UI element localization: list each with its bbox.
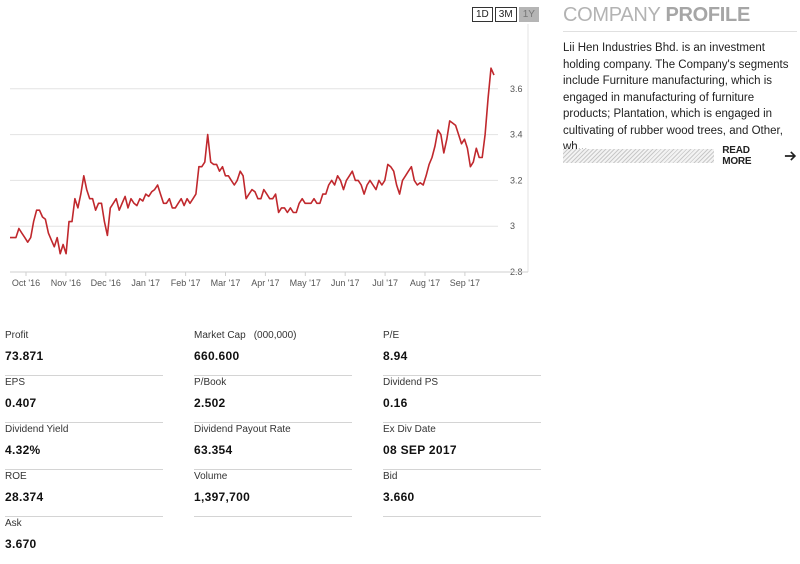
x-tick-label: Apr '17: [251, 278, 279, 288]
arrow-right-icon[interactable]: [784, 150, 797, 162]
x-tick-label: Jun '17: [331, 278, 360, 288]
stat-label-text: Ask: [5, 518, 22, 529]
stat-ask: Ask 3.670: [5, 518, 163, 564]
x-tick-label: Nov '16: [51, 278, 81, 288]
stat-divider: [5, 375, 163, 376]
stat-value: 08 SEP 2017: [383, 443, 457, 457]
stat-label: Volume: [194, 471, 352, 482]
stat-label: ROE: [5, 471, 163, 482]
stat-value: 0.16: [383, 396, 408, 410]
stat-value: 3.660: [383, 490, 415, 504]
stat-label: Ask: [5, 518, 163, 529]
stat-divider: [383, 422, 541, 423]
stat-label-text: P/Book: [194, 377, 227, 388]
company-profile-title: COMPANY PROFILE: [563, 4, 797, 32]
x-tick-label: Aug '17: [410, 278, 440, 288]
stat-label: Market Cap (000,000): [194, 330, 352, 341]
stat-label-text: Market Cap: [194, 330, 246, 341]
stat-divider: [5, 422, 163, 423]
stat-bid: Bid 3.660: [383, 471, 541, 517]
range-button-1y[interactable]: 1Y: [518, 7, 539, 22]
read-more-row: READ MORE: [563, 145, 797, 167]
stat-label-text: Volume: [194, 471, 228, 482]
stat-volume: Volume 1,397,700: [194, 471, 352, 517]
x-tick-label: Oct '16: [12, 278, 40, 288]
stat-ex-div-date: Ex Div Date 08 SEP 2017: [383, 424, 541, 470]
y-tick-label: 3.6: [510, 84, 523, 94]
read-more-link[interactable]: READ MORE: [722, 145, 752, 167]
stat-label: P/Book: [194, 377, 352, 388]
stat-label-text: Dividend PS: [383, 377, 439, 388]
stat-label: P/E: [383, 330, 541, 341]
stat-label: Ex Div Date: [383, 424, 541, 435]
stat-label: Profit: [5, 330, 163, 341]
stat-value: 4.32%: [5, 443, 41, 457]
stat-divider: [5, 516, 163, 517]
stat-label: Dividend PS: [383, 377, 541, 388]
stat-dividend-yield: Dividend Yield 4.32%: [5, 424, 163, 470]
x-tick-label: May '17: [290, 278, 321, 288]
stat-eps: EPS 0.407: [5, 377, 163, 423]
stat-divider: [5, 469, 163, 470]
stat-label-text: Ex Div Date: [383, 424, 436, 435]
x-tick-label: Feb '17: [171, 278, 201, 288]
stat-divider: [194, 469, 352, 470]
stat-label-text: P/E: [383, 330, 400, 341]
range-button-1d[interactable]: 1D: [472, 7, 493, 22]
company-profile-description: Lii Hen Industries Bhd. is an investment…: [563, 42, 789, 153]
y-tick-label: 3: [510, 221, 515, 231]
range-button-3m[interactable]: 3M: [494, 7, 517, 22]
stat-dividend-payout-rate: Dividend Payout Rate 63.354: [194, 424, 352, 470]
stat-value: 28.374: [5, 490, 44, 504]
stat-value: 1,397,700: [194, 490, 251, 504]
stat-label-text: Profit: [5, 330, 29, 341]
stat-value: 0.407: [5, 396, 37, 410]
stat-dividend-ps: Dividend PS 0.16: [383, 377, 541, 423]
company-profile-panel: COMPANY PROFILE Lii Hen Industries Bhd. …: [563, 4, 797, 167]
stat-value: 73.871: [5, 349, 44, 363]
stat-label: EPS: [5, 377, 163, 388]
stat-label-text: Bid: [383, 471, 398, 482]
stat-label-text: Dividend Yield: [5, 424, 69, 435]
company-profile-title-strong: PROFILE: [665, 4, 751, 26]
stat-value: 2.502: [194, 396, 226, 410]
x-tick-label: Sep '17: [450, 278, 480, 288]
stat-roe: ROE 28.374: [5, 471, 163, 517]
stat-label-text: EPS: [5, 377, 26, 388]
stat-divider: [383, 375, 541, 376]
stat-divider: [194, 422, 352, 423]
stat-profit: Profit 73.871: [5, 330, 163, 376]
x-tick-label: Jan '17: [131, 278, 160, 288]
y-tick-label: 3.2: [510, 175, 523, 185]
company-profile-title-light: COMPANY: [563, 4, 666, 26]
stat-value: 63.354: [194, 443, 233, 457]
range-switcher: 1D 3M 1Y: [472, 7, 539, 22]
x-tick-label: Dec '16: [91, 278, 121, 288]
y-tick-label: 3.4: [510, 130, 523, 140]
stat-market-cap: Market Cap (000,000) 660.600: [194, 330, 352, 376]
stat-divider: [194, 516, 352, 517]
stat-label: Dividend Payout Rate: [194, 424, 352, 435]
x-tick-label: Jul '17: [372, 278, 398, 288]
stat-label-text: ROE: [5, 471, 27, 482]
price-series-line: [10, 67, 495, 255]
stat-divider: [383, 469, 541, 470]
decorative-hatch-bar: [563, 149, 715, 163]
stat-label-text: Dividend Payout Rate: [194, 424, 291, 435]
stat-divider: [194, 375, 352, 376]
stat-p-book: P/Book 2.502: [194, 377, 352, 423]
stat-unit: (000,000): [253, 330, 297, 341]
stat-label: Bid: [383, 471, 541, 482]
price-chart: 2.8 3 3.2 3.4 3.6 Oct '16 Nov '16 Dec '16 Jan '1…: [0, 24, 540, 294]
x-tick-label: Mar '17: [211, 278, 241, 288]
stat-label: Dividend Yield: [5, 424, 163, 435]
stat-value: 8.94: [383, 349, 408, 363]
stat-divider: [383, 516, 541, 517]
stat-value: 3.670: [5, 537, 37, 551]
stat-p-e: P/E 8.94: [383, 330, 541, 376]
stat-value: 660.600: [194, 349, 240, 363]
